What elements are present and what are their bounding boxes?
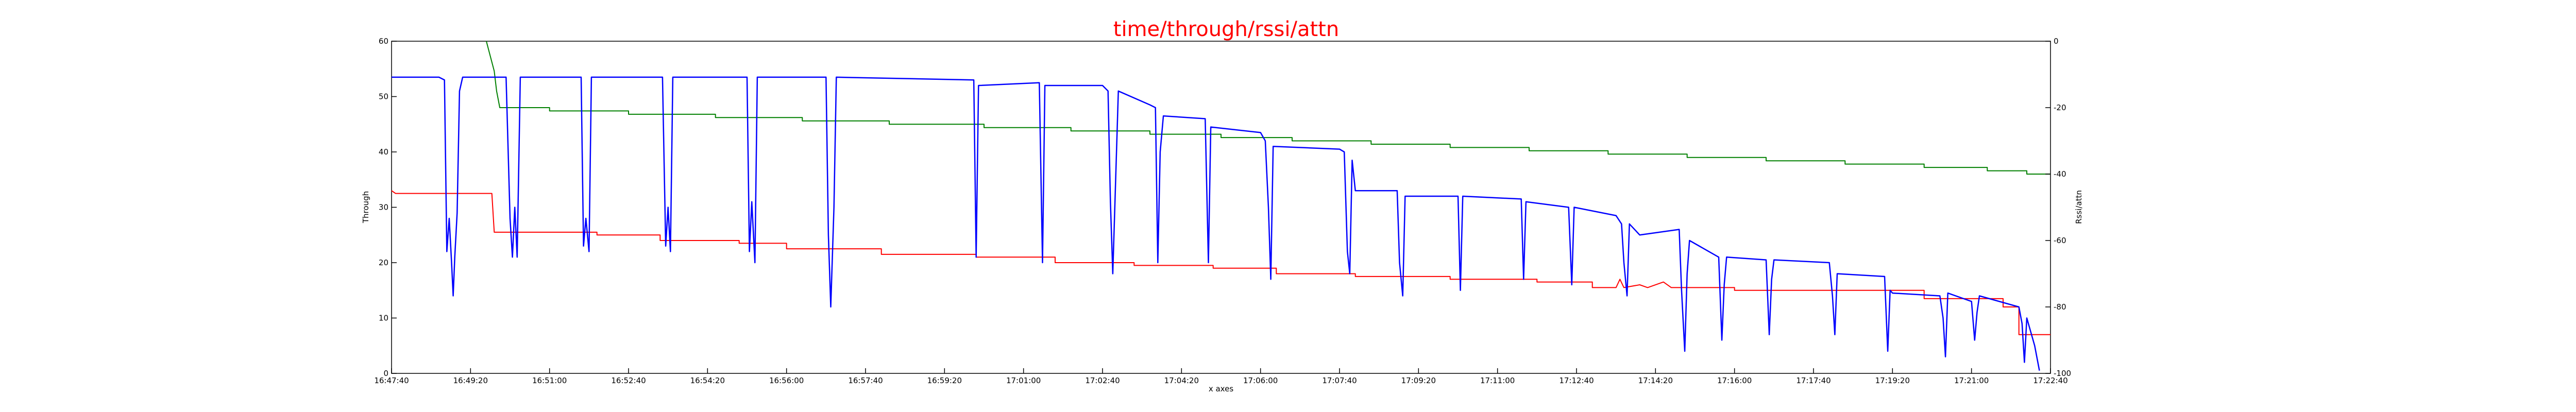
y-tick-label: 40 xyxy=(379,147,388,157)
x-axis-label: x axes xyxy=(1209,384,1233,393)
right-axis: -100 -80 -60 -40 -20 0 xyxy=(2045,37,2071,378)
y-axis-label: Through xyxy=(361,191,370,224)
x-tick-label: 17:07:40 xyxy=(1322,376,1357,385)
x-tick-label: 17:16:00 xyxy=(1717,376,1752,385)
y-tick-label: 10 xyxy=(379,314,388,323)
x-tick-label: 16:59:20 xyxy=(927,376,962,385)
y2-tick-label: -40 xyxy=(2054,169,2066,179)
x-tick-label: 16:52:40 xyxy=(611,376,646,385)
y2-axis-label: Rssi/attn xyxy=(2074,190,2083,224)
series-line-rssi xyxy=(486,41,2050,175)
x-tick-label: 17:11:00 xyxy=(1480,376,1515,385)
series-layer xyxy=(391,41,2050,371)
y2-tick-label: 0 xyxy=(2054,37,2059,46)
plot-frame xyxy=(391,41,2051,374)
y-tick-label: 0 xyxy=(383,369,388,378)
x-tick-label: 17:22:40 xyxy=(2033,376,2067,385)
x-tick-label: 17:02:40 xyxy=(1085,376,1120,385)
x-tick-label: 17:04:20 xyxy=(1164,376,1199,385)
series-line-through xyxy=(392,76,2040,371)
series-line-attn xyxy=(391,190,2050,335)
y-tick-label: 20 xyxy=(379,258,388,267)
x-tick-label: 17:19:20 xyxy=(1875,376,1910,385)
y2-tick-label: -80 xyxy=(2054,302,2066,312)
y-tick-label: 50 xyxy=(379,92,388,101)
x-tick-label: 17:06:00 xyxy=(1243,376,1278,385)
x-tick-label: 17:12:40 xyxy=(1559,376,1594,385)
y-tick-label: 30 xyxy=(379,203,388,212)
x-tick-label: 16:54:20 xyxy=(690,376,725,385)
x-tick-label: 16:57:40 xyxy=(848,376,883,385)
x-tick-label: 17:01:00 xyxy=(1006,376,1041,385)
x-tick-label: 16:49:20 xyxy=(453,376,488,385)
x-tick-label: 17:14:20 xyxy=(1638,376,1673,385)
x-axis: 16:47:40 16:49:20 16:51:00 16:52:40 16:54:20… xyxy=(374,368,2068,385)
y2-tick-label: -20 xyxy=(2054,103,2066,112)
x-tick-label: 17:09:20 xyxy=(1401,376,1436,385)
x-tick-label: 16:56:00 xyxy=(769,376,804,385)
x-tick-label: 17:21:00 xyxy=(1954,376,1989,385)
x-tick-label: 16:51:00 xyxy=(532,376,567,385)
x-tick-label: 17:17:40 xyxy=(1796,376,1831,385)
chart-title: time/through/rssi/attn xyxy=(1113,18,1339,41)
y-tick-label: 60 xyxy=(379,37,388,46)
x-tick-label: 16:47:40 xyxy=(374,376,409,385)
left-axis: 0 10 20 30 40 50 60 xyxy=(379,37,397,378)
y2-tick-label: -100 xyxy=(2054,369,2071,378)
y2-tick-label: -60 xyxy=(2054,236,2066,245)
